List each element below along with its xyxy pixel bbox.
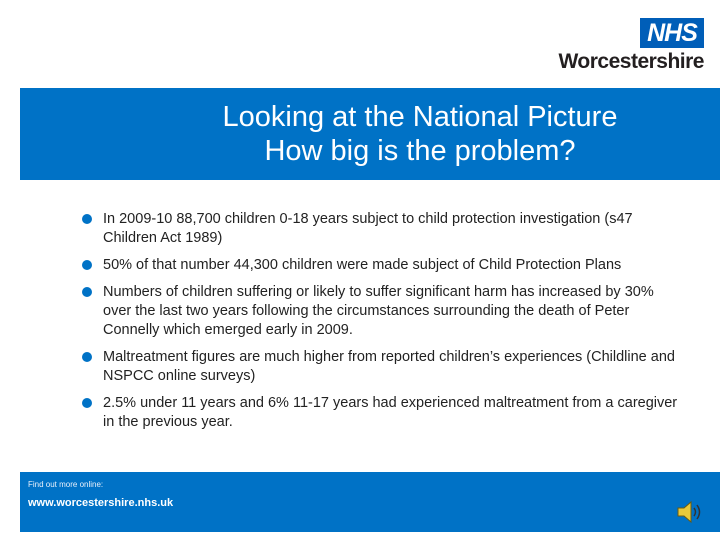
speaker-icon[interactable] <box>676 500 704 524</box>
bullet-item: Maltreatment figures are much higher fro… <box>82 348 682 386</box>
bullet-text: Maltreatment figures are much higher fro… <box>103 349 675 384</box>
bullet-item: In 2009-10 88,700 children 0-18 years su… <box>82 210 682 248</box>
bullet-text: Numbers of children suffering or likely … <box>103 284 654 338</box>
nhs-badge: NHS <box>640 18 704 48</box>
slide-title: Looking at the National Picture <box>222 101 618 133</box>
bullet-item: 2.5% under 11 years and 6% 11-17 years h… <box>82 394 682 432</box>
bullet-dot-icon <box>82 352 92 362</box>
footer-find-text: Find out more online: <box>28 480 104 489</box>
bullet-text: In 2009-10 88,700 children 0-18 years su… <box>103 211 633 246</box>
bullet-text: 50% of that number 44,300 children were … <box>103 257 622 273</box>
bullet-item: 50% of that number 44,300 children were … <box>82 256 682 275</box>
title-band: Looking at the National Picture How big … <box>20 88 720 180</box>
nhs-worcestershire-logo: NHS Worcestershire <box>558 16 704 74</box>
footer-url-link[interactable]: www.worcestershire.nhs.uk <box>28 497 174 509</box>
footer-band: Find out more online: www.worcestershire… <box>20 472 720 532</box>
bullet-dot-icon <box>82 398 92 408</box>
organisation-name: Worcestershire <box>558 50 704 73</box>
bullet-list: In 2009-10 88,700 children 0-18 years su… <box>82 210 682 440</box>
bullet-item: Numbers of children suffering or likely … <box>82 283 682 340</box>
slide-subtitle: How big is the problem? <box>264 135 576 167</box>
bullet-dot-icon <box>82 214 92 224</box>
bullet-text: 2.5% under 11 years and 6% 11-17 years h… <box>103 395 678 430</box>
bullet-dot-icon <box>82 287 92 297</box>
bullet-dot-icon <box>82 260 92 270</box>
